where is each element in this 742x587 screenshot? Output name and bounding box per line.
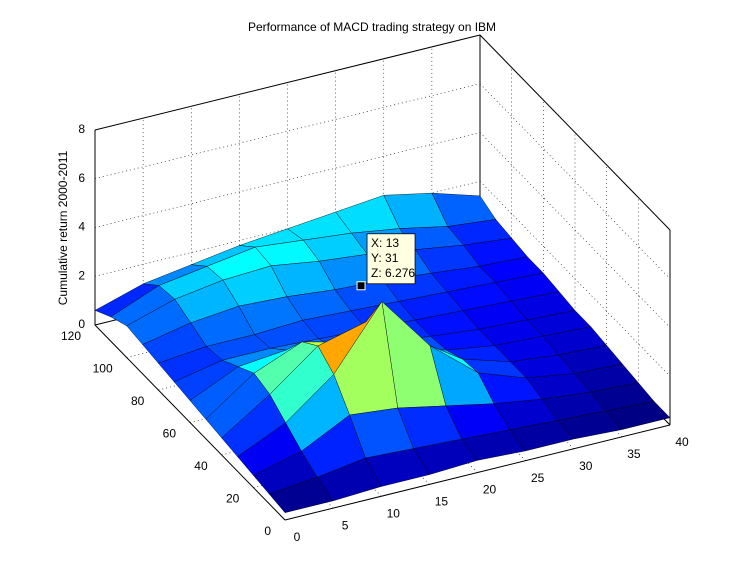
datatip-label: X: 13 bbox=[371, 236, 399, 250]
z-tick-label: 0 bbox=[78, 317, 85, 331]
axis-line bbox=[94, 34, 481, 131]
x-tick-label: 0 bbox=[294, 530, 301, 544]
x-tick-label: 40 bbox=[675, 435, 689, 449]
z-axis-label: Cumulative return 2000-2011 bbox=[56, 150, 70, 305]
surface bbox=[94, 192, 671, 513]
z-tick-label: 6 bbox=[78, 171, 85, 185]
x-tick-label: 35 bbox=[627, 447, 641, 461]
datatip-label: Z: 6.276 bbox=[371, 266, 415, 280]
y-tick-label: 20 bbox=[226, 492, 240, 506]
datatip-label: Y: 31 bbox=[371, 251, 399, 265]
chart-title: Performance of MACD trading strategy on … bbox=[248, 20, 496, 34]
y-tick-label: 120 bbox=[61, 329, 81, 343]
x-tick-label: 10 bbox=[387, 506, 401, 520]
y-tick-label: 0 bbox=[264, 524, 271, 538]
x-tick-label: 15 bbox=[435, 495, 449, 509]
x-tick-label: 5 bbox=[342, 518, 349, 532]
x-tick-label: 25 bbox=[531, 471, 545, 485]
grid-line bbox=[479, 181, 671, 377]
y-tick-label: 100 bbox=[93, 362, 113, 376]
axis-line bbox=[479, 34, 671, 231]
y-tick-label: 40 bbox=[194, 459, 208, 473]
z-tick-label: 8 bbox=[78, 122, 85, 136]
grid-line bbox=[479, 132, 671, 328]
y-tick-label: 80 bbox=[131, 394, 145, 408]
x-tick-label: 30 bbox=[579, 459, 593, 473]
y-tick-label: 60 bbox=[163, 427, 177, 441]
axis-line bbox=[94, 324, 286, 521]
z-tick-label: 4 bbox=[78, 220, 85, 234]
z-tick-label: 2 bbox=[78, 268, 85, 282]
datatip-box bbox=[366, 233, 416, 285]
surface-facet bbox=[268, 477, 334, 513]
x-tick-label: 20 bbox=[483, 483, 497, 497]
axis-line bbox=[284, 424, 671, 521]
datatip-marker bbox=[356, 281, 366, 291]
grid-line bbox=[479, 83, 671, 279]
